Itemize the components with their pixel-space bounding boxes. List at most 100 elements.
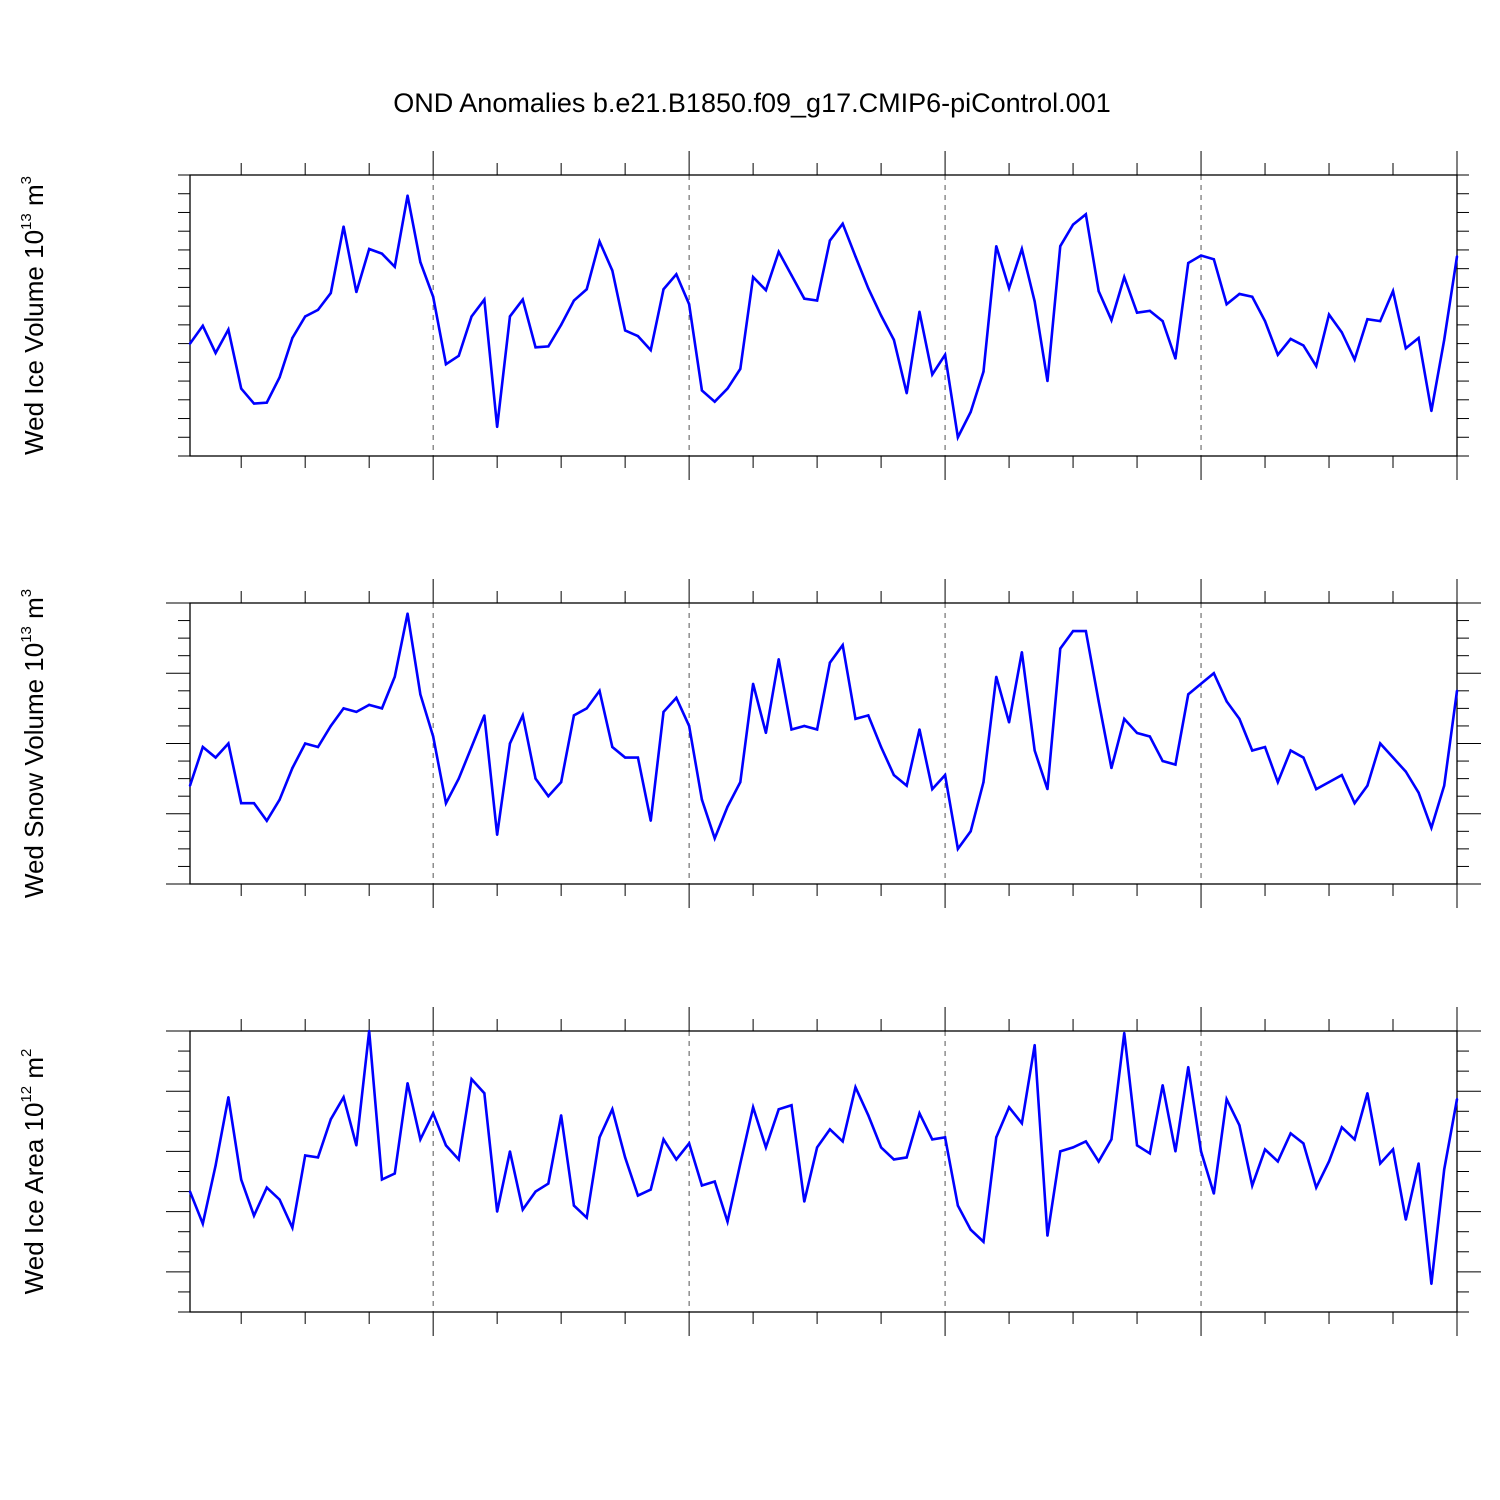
data-point xyxy=(342,1096,345,1099)
data-point xyxy=(483,298,486,301)
plot-frame xyxy=(189,602,1458,885)
data-point xyxy=(393,675,396,678)
data-point xyxy=(303,742,307,745)
data-point xyxy=(1174,1150,1177,1153)
data-point xyxy=(508,315,512,318)
data-point xyxy=(585,707,588,710)
y-axis-label-exponent: 13 xyxy=(18,213,35,230)
data-point xyxy=(777,658,780,661)
data-point xyxy=(1443,1168,1446,1171)
data-point xyxy=(252,402,256,405)
series-line xyxy=(188,613,1459,853)
data-point xyxy=(623,329,627,332)
data-point xyxy=(892,773,896,777)
data-point xyxy=(726,805,729,808)
data-point xyxy=(1174,763,1177,766)
data-point xyxy=(470,315,473,318)
data-point xyxy=(790,728,793,731)
data-point xyxy=(457,354,460,357)
data-point xyxy=(1084,629,1088,633)
data-point xyxy=(355,1144,358,1147)
data-point xyxy=(1123,717,1126,721)
y-axis-label-text: m xyxy=(19,1057,49,1086)
data-point xyxy=(303,315,307,318)
data-point xyxy=(1353,802,1356,805)
data-point xyxy=(1187,693,1190,696)
data-point xyxy=(636,334,640,338)
data-point xyxy=(739,367,742,371)
data-point xyxy=(214,1164,217,1167)
data-point xyxy=(1263,745,1267,749)
data-point xyxy=(982,370,985,373)
data-point xyxy=(1084,213,1088,216)
data-point xyxy=(1161,319,1164,323)
data-point xyxy=(1020,1122,1024,1125)
data-point xyxy=(1071,629,1075,633)
data-point xyxy=(815,299,819,302)
data-point xyxy=(1379,742,1382,745)
data-point xyxy=(316,308,320,312)
data-point xyxy=(1379,1162,1382,1165)
data-point xyxy=(790,274,793,277)
plot-frame xyxy=(189,174,1458,457)
data-point xyxy=(1251,1184,1254,1187)
data-point xyxy=(700,389,704,392)
data-point xyxy=(495,425,499,429)
data-point xyxy=(1327,313,1331,316)
data-point xyxy=(559,780,563,784)
data-point xyxy=(521,1208,524,1211)
data-point xyxy=(1289,749,1292,752)
data-point xyxy=(892,1158,896,1161)
y-axis-label: Wed Ice Area 1012 m2 xyxy=(18,1049,49,1295)
data-point xyxy=(1251,295,1254,298)
panel-2: Wed Snow Volume 1013 m3 xyxy=(18,579,1481,908)
data-point xyxy=(1289,337,1292,341)
data-point xyxy=(1238,1124,1241,1127)
data-point xyxy=(867,1114,870,1117)
data-point xyxy=(841,222,844,225)
data-point xyxy=(687,724,691,728)
data-point xyxy=(188,342,192,345)
data-point xyxy=(867,714,870,717)
data-point xyxy=(252,1214,256,1217)
data-point xyxy=(1276,353,1280,357)
data-point xyxy=(1110,1138,1113,1141)
data-point xyxy=(291,1226,294,1229)
data-point xyxy=(572,299,576,302)
data-point xyxy=(1110,318,1113,322)
data-point xyxy=(841,1140,844,1143)
data-point xyxy=(1340,331,1344,334)
data-point xyxy=(918,728,921,731)
data-point xyxy=(815,728,819,731)
data-point xyxy=(521,714,524,717)
data-point xyxy=(1007,287,1011,290)
data-point xyxy=(444,1144,448,1147)
data-point xyxy=(1263,319,1267,323)
data-point xyxy=(751,275,755,279)
data-point xyxy=(303,1154,307,1157)
data-point xyxy=(649,348,652,352)
data-point xyxy=(329,291,332,295)
data-point xyxy=(1110,766,1113,770)
data-point xyxy=(1366,784,1369,787)
data-point xyxy=(188,1190,192,1193)
data-point xyxy=(905,1156,908,1159)
data-point xyxy=(879,745,883,749)
data-point xyxy=(201,1222,204,1225)
data-point xyxy=(201,745,204,749)
data-point xyxy=(764,731,768,735)
data-point xyxy=(419,260,422,264)
data-point xyxy=(969,410,972,414)
data-point xyxy=(470,745,473,749)
data-point xyxy=(1059,244,1062,248)
data-point xyxy=(585,288,588,291)
data-point xyxy=(252,802,256,805)
data-point xyxy=(1251,749,1254,752)
data-point xyxy=(687,303,691,306)
data-point xyxy=(943,773,947,777)
data-point xyxy=(367,247,371,251)
data-point xyxy=(534,1190,537,1193)
data-point xyxy=(815,1146,819,1149)
data-point xyxy=(1135,311,1139,314)
data-point xyxy=(1443,338,1446,342)
